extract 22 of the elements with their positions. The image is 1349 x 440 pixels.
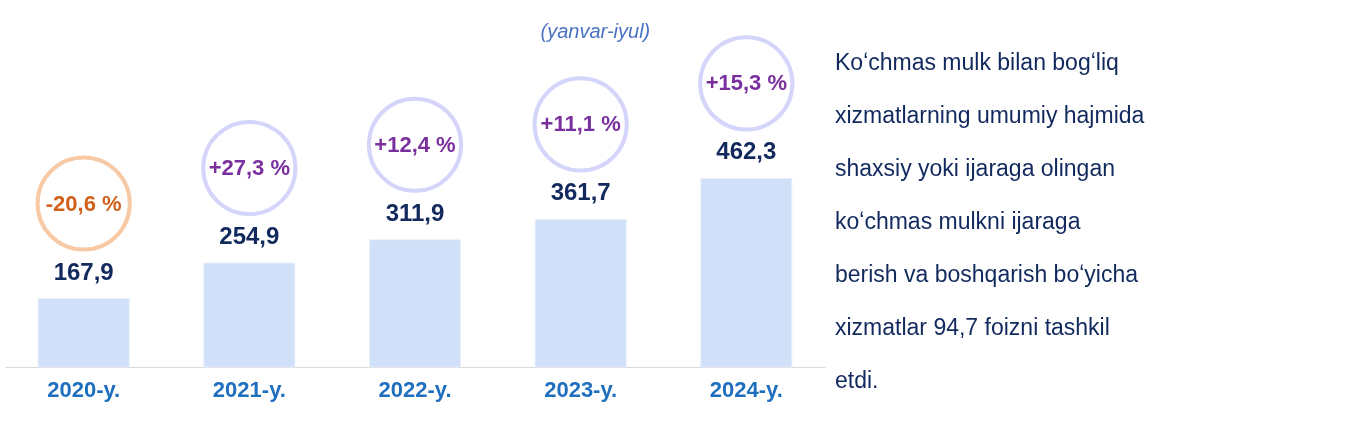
bar — [203, 262, 296, 368]
data-label: 462,3 — [716, 137, 777, 165]
text: (yanvar-iyul) — [540, 20, 651, 42]
text: +11,1 % — [540, 111, 621, 137]
annotation: -20,6 % — [45, 190, 122, 216]
x-tick-label: 2022-y. — [378, 376, 452, 402]
data-label: 167,9 — [53, 257, 114, 285]
bar — [37, 298, 130, 368]
bar — [700, 177, 793, 368]
x-tick-label: 2021-y. — [212, 376, 286, 402]
text: +12,4 % — [374, 131, 456, 157]
annotation: +27,3 % — [208, 155, 291, 181]
x-tick-label: 2020-y. — [47, 376, 121, 402]
x-tick-label: 2024-y. — [709, 376, 783, 402]
bar — [368, 239, 462, 368]
text: +15,3 % — [705, 70, 787, 96]
data-label: 311,9 — [385, 198, 445, 226]
bar — [534, 218, 627, 368]
data-label: 361,7 — [550, 178, 611, 206]
x-tick-label: 2023-y. — [544, 376, 618, 402]
text: Koʻchmas mulk bilan bogʻliq xizmatlarning umumiy hajmida shaxsiy yoki ijaraga olingan koʻchmas mulkni ijaraga berish va boshqarish boʻyicha xizmatlar 94,7 foizni tashkil etdi. — [835, 49, 1145, 393]
data-label: 254,9 — [219, 222, 280, 250]
